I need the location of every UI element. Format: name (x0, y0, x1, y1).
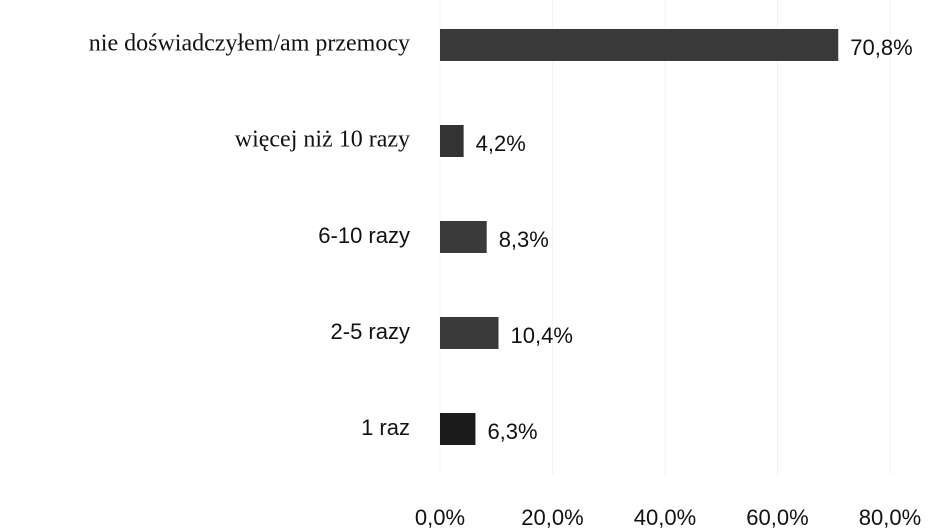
x-tick-label: 40,0% (634, 505, 696, 530)
x-tick-label: 0,0% (415, 505, 465, 530)
category-label: 1 raz (361, 415, 410, 440)
category-label: 2-5 razy (331, 319, 410, 344)
bar (440, 29, 839, 61)
x-tick-label: 80,0% (859, 505, 921, 530)
x-tick-label: 20,0% (521, 505, 583, 530)
bar (440, 125, 464, 157)
value-label: 10,4% (511, 323, 573, 348)
value-label: 6,3% (487, 419, 537, 444)
value-label: 8,3% (499, 227, 549, 252)
category-label: więcej niż 10 razy (235, 127, 410, 153)
bar (440, 317, 499, 349)
category-label: nie doświadczyłem/am przemocy (89, 31, 410, 57)
bar (440, 221, 487, 253)
bar (440, 413, 476, 445)
x-tick-label: 60,0% (746, 505, 808, 530)
value-label: 4,2% (476, 131, 526, 156)
category-label: 6-10 razy (318, 223, 410, 248)
value-label: 70,8% (850, 35, 912, 60)
